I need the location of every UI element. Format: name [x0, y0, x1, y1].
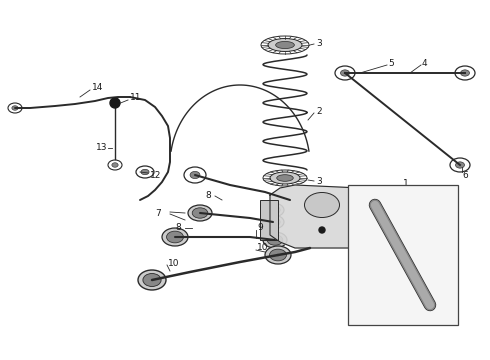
Text: 10: 10 — [168, 258, 179, 267]
Text: 7: 7 — [155, 208, 161, 217]
Ellipse shape — [276, 41, 294, 49]
Ellipse shape — [432, 301, 444, 309]
Text: 10: 10 — [257, 243, 269, 252]
Ellipse shape — [267, 235, 283, 245]
Ellipse shape — [12, 106, 18, 110]
Text: 3: 3 — [316, 176, 322, 185]
Ellipse shape — [456, 162, 465, 168]
Ellipse shape — [304, 193, 340, 217]
Ellipse shape — [270, 172, 300, 184]
Ellipse shape — [112, 163, 118, 167]
Ellipse shape — [162, 228, 188, 246]
Text: 4: 4 — [422, 58, 428, 68]
Text: 8: 8 — [205, 192, 211, 201]
Circle shape — [110, 98, 120, 108]
Ellipse shape — [143, 274, 161, 287]
Text: 13: 13 — [96, 144, 107, 153]
Bar — [260, 200, 278, 240]
Ellipse shape — [414, 305, 426, 315]
Ellipse shape — [354, 201, 368, 210]
Ellipse shape — [351, 198, 371, 212]
Text: 3: 3 — [316, 39, 322, 48]
Ellipse shape — [341, 70, 349, 76]
Text: 8: 8 — [175, 224, 181, 233]
Ellipse shape — [265, 246, 291, 264]
Ellipse shape — [263, 232, 287, 248]
Ellipse shape — [262, 203, 284, 217]
Text: 1: 1 — [403, 179, 409, 188]
Ellipse shape — [410, 303, 430, 317]
Text: 14: 14 — [92, 84, 103, 93]
Ellipse shape — [429, 299, 447, 311]
Ellipse shape — [266, 217, 280, 226]
Text: 9: 9 — [257, 224, 263, 233]
Text: 5: 5 — [388, 58, 394, 68]
Ellipse shape — [277, 175, 293, 181]
Text: 2: 2 — [316, 108, 321, 117]
Text: 11: 11 — [130, 93, 142, 102]
Ellipse shape — [167, 231, 183, 243]
Text: 12: 12 — [150, 171, 161, 180]
Ellipse shape — [372, 202, 390, 214]
Ellipse shape — [375, 204, 387, 212]
Ellipse shape — [262, 215, 284, 229]
Ellipse shape — [141, 169, 149, 175]
Polygon shape — [270, 185, 375, 248]
Ellipse shape — [190, 171, 200, 179]
Ellipse shape — [192, 208, 208, 218]
Ellipse shape — [188, 205, 212, 221]
Ellipse shape — [266, 206, 280, 215]
Ellipse shape — [270, 249, 287, 261]
Ellipse shape — [138, 270, 166, 290]
Ellipse shape — [461, 70, 469, 76]
Circle shape — [319, 227, 325, 233]
Text: 6: 6 — [462, 171, 468, 180]
Ellipse shape — [268, 39, 302, 51]
Bar — [348, 185, 458, 325]
Bar — [365, 200, 383, 240]
